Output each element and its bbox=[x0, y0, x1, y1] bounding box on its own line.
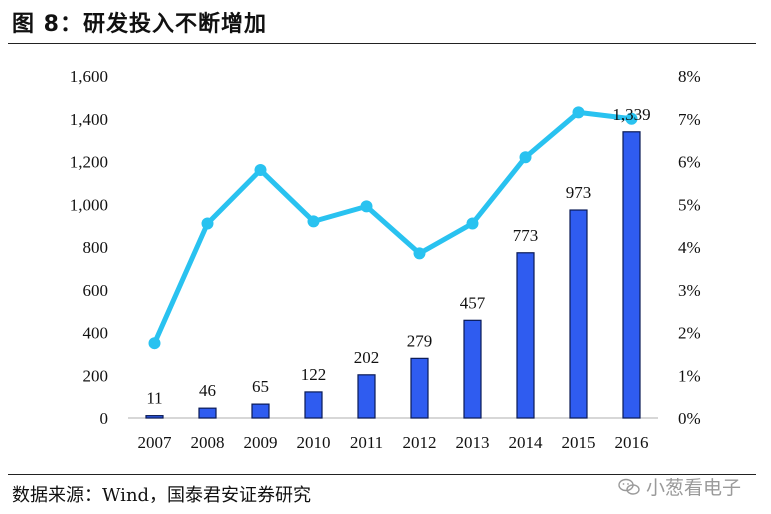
data-labels: 11 46 65 122 202 279 457 773 973 1,339 bbox=[146, 105, 650, 408]
chart-canvas: 0 200 400 600 800 1,000 1,200 1,400 1,600 0% 1% 2% 3… bbox=[70, 67, 701, 452]
line-point bbox=[466, 217, 479, 230]
bar-data-label: 973 bbox=[566, 183, 592, 202]
line-point bbox=[254, 164, 267, 177]
figure-title: 图 8：研发投入不断增加 bbox=[12, 12, 267, 37]
bar-data-label: 122 bbox=[301, 365, 327, 384]
line-point bbox=[307, 215, 320, 228]
bar bbox=[569, 209, 588, 419]
bar bbox=[357, 374, 376, 419]
bar bbox=[198, 407, 217, 419]
bar-data-label: 457 bbox=[460, 293, 486, 312]
bar bbox=[622, 131, 641, 419]
wechat-icon bbox=[618, 478, 640, 495]
bar bbox=[251, 403, 270, 419]
title-divider bbox=[8, 43, 756, 44]
bar-series bbox=[145, 131, 641, 419]
bar-data-label: 11 bbox=[146, 389, 162, 408]
bar-data-label: 65 bbox=[252, 377, 269, 396]
x-tick-label: 2013 bbox=[456, 433, 490, 452]
x-tick-label: 2012 bbox=[403, 433, 437, 452]
x-tick-label: 2009 bbox=[244, 433, 278, 452]
y-left-tick-label: 200 bbox=[83, 366, 109, 385]
y-right-tick-label: 5% bbox=[678, 195, 701, 214]
axes: 0 200 400 600 800 1,000 1,200 1,400 1,600 0% 1% 2% 3… bbox=[70, 67, 701, 452]
bar-data-label: 202 bbox=[354, 348, 380, 367]
y-left-tick-label: 600 bbox=[83, 281, 109, 300]
line-path bbox=[152, 109, 632, 345]
y-left-tick-label: 1,000 bbox=[70, 195, 108, 214]
x-tick-label: 2010 bbox=[297, 433, 331, 452]
y-left-tick-label: 800 bbox=[83, 238, 109, 257]
line-point bbox=[572, 106, 585, 119]
y-right-tick-label: 8% bbox=[678, 67, 701, 86]
y-right-tick-label: 3% bbox=[678, 281, 701, 300]
line-point bbox=[413, 247, 426, 260]
x-tick-label: 2011 bbox=[350, 433, 383, 452]
bar-data-label: 1,339 bbox=[612, 105, 650, 124]
line-point bbox=[519, 151, 532, 164]
bar bbox=[304, 391, 323, 419]
x-tick-label: 2016 bbox=[615, 433, 649, 452]
source-divider bbox=[8, 474, 756, 475]
x-tick-label: 2007 bbox=[138, 433, 173, 452]
line-series bbox=[148, 106, 638, 350]
watermark-text: 小葱看电子 bbox=[646, 477, 742, 499]
watermark: 小葱看电子 bbox=[618, 473, 741, 500]
x-tick-label: 2015 bbox=[562, 433, 596, 452]
y-left-tick-label: 1,200 bbox=[70, 153, 108, 172]
bar bbox=[516, 252, 535, 419]
line-point bbox=[201, 217, 214, 230]
y-right-tick-label: 7% bbox=[678, 110, 701, 129]
y-right-tick-label: 2% bbox=[678, 324, 701, 343]
y-left-tick-label: 1,400 bbox=[70, 110, 108, 129]
source-note: 数据来源：Wind，国泰君安证券研究 bbox=[12, 485, 312, 506]
bar bbox=[463, 319, 482, 419]
y-right-tick-label: 6% bbox=[678, 153, 701, 172]
y-right-tick-label: 0% bbox=[678, 409, 701, 428]
y-left-tick-label: 400 bbox=[83, 324, 109, 343]
bar-data-label: 46 bbox=[199, 381, 216, 400]
y-left-tick-label: 1,600 bbox=[70, 67, 108, 86]
line-point bbox=[148, 337, 161, 350]
x-tick-label: 2008 bbox=[191, 433, 225, 452]
bar bbox=[145, 415, 164, 419]
x-tick-label: 2014 bbox=[509, 433, 544, 452]
y-left-tick-label: 0 bbox=[100, 409, 109, 428]
bar-data-label: 773 bbox=[513, 226, 539, 245]
bar-data-label: 279 bbox=[407, 331, 433, 350]
bar bbox=[410, 357, 429, 419]
y-right-tick-label: 4% bbox=[678, 238, 701, 257]
y-right-tick-label: 1% bbox=[678, 366, 701, 385]
line-point bbox=[360, 200, 373, 213]
line-point bbox=[625, 112, 638, 125]
